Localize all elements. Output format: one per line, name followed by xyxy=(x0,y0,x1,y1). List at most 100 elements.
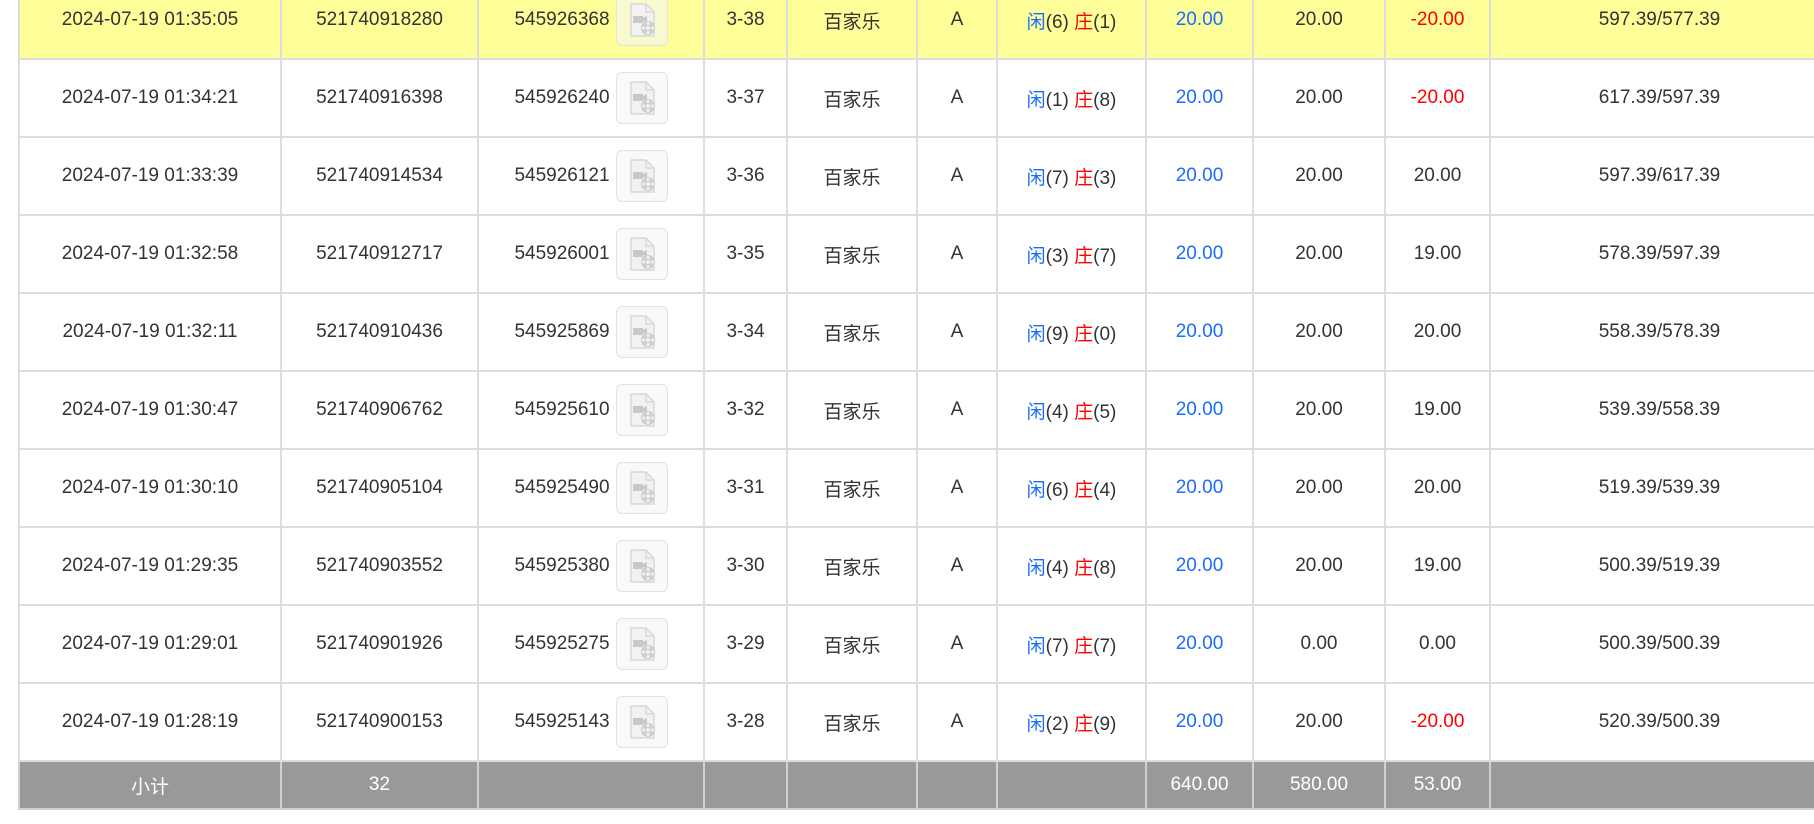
balance-change: 500.39/519.39 xyxy=(1489,526,1814,606)
win-loss: 19.00 xyxy=(1384,526,1491,606)
player-label: 闲 xyxy=(1026,557,1046,579)
seat: A xyxy=(916,136,998,216)
game-name: 百家乐 xyxy=(786,136,918,216)
banker-score: (8) xyxy=(1093,557,1117,579)
table-row: 2024-07-19 01:33:39 521740914534 545926121… xyxy=(18,136,1814,216)
seat: A xyxy=(916,682,998,762)
game-name: 百家乐 xyxy=(786,292,918,372)
banker-score: (4) xyxy=(1093,479,1117,501)
bet-amount: 20.00 xyxy=(1145,0,1254,60)
player-label: 闲 xyxy=(1026,11,1046,33)
valid-bet: 20.00 xyxy=(1252,682,1386,762)
video-replay-icon[interactable] xyxy=(615,540,668,592)
order-id: 521740912717 xyxy=(280,214,479,294)
video-replay-icon[interactable] xyxy=(615,384,668,436)
order-id: 521740906762 xyxy=(280,370,479,450)
seat: A xyxy=(916,0,998,60)
table-row: 2024-07-19 01:29:35 521740903552 545925380… xyxy=(18,526,1814,606)
video-replay-icon[interactable] xyxy=(615,696,668,748)
player-score: (7) xyxy=(1045,167,1069,189)
player-label: 闲 xyxy=(1026,323,1046,345)
video-replay-icon[interactable] xyxy=(615,462,668,514)
round-cell: 545925610 xyxy=(477,370,705,450)
result: 闲(6) 庄(4) xyxy=(996,448,1147,528)
result: 闲(6) 庄(1) xyxy=(996,0,1147,60)
banker-label: 庄 xyxy=(1074,167,1094,189)
table-row: 2024-07-19 01:35:05 521740918280 545926368… xyxy=(18,0,1814,60)
bet-records-table: 2024-07-19 01:35:05 521740918280 545926368… xyxy=(18,0,1814,810)
player-score: (9) xyxy=(1045,323,1069,345)
result: 闲(1) 庄(8) xyxy=(996,58,1147,138)
table-row: 2024-07-19 01:30:47 521740906762 545925610… xyxy=(18,370,1814,450)
round-id: 545926001 xyxy=(514,243,610,264)
round-cell: 545926121 xyxy=(477,136,705,216)
banker-score: (9) xyxy=(1093,713,1117,735)
game-name: 百家乐 xyxy=(786,682,918,762)
video-replay-icon[interactable] xyxy=(615,618,668,670)
round-cell: 545926001 xyxy=(477,214,705,294)
banker-label: 庄 xyxy=(1074,635,1094,657)
subtotal-label: 小计 xyxy=(18,760,282,810)
video-replay-icon[interactable] xyxy=(615,228,668,280)
win-loss: 0.00 xyxy=(1384,604,1491,684)
balance-change: 558.39/578.39 xyxy=(1489,292,1814,372)
banker-label: 庄 xyxy=(1074,713,1094,735)
banker-label: 庄 xyxy=(1074,11,1094,33)
subtotal-row: 小计 32 640.00 580.00 53.00 xyxy=(18,760,1814,810)
subtotal-win: 53.00 xyxy=(1384,760,1491,810)
player-label: 闲 xyxy=(1026,167,1046,189)
player-label: 闲 xyxy=(1026,713,1046,735)
game-name: 百家乐 xyxy=(786,0,918,60)
order-id: 521740918280 xyxy=(280,0,479,60)
bet-amount: 20.00 xyxy=(1145,58,1254,138)
round-id: 545926368 xyxy=(514,9,610,30)
video-replay-icon[interactable] xyxy=(615,150,668,202)
win-loss: -20.00 xyxy=(1384,58,1491,138)
table-number: 3-37 xyxy=(703,58,788,138)
result: 闲(2) 庄(9) xyxy=(996,682,1147,762)
player-score: (4) xyxy=(1045,401,1069,423)
player-label: 闲 xyxy=(1026,89,1046,111)
result: 闲(4) 庄(5) xyxy=(996,370,1147,450)
game-name: 百家乐 xyxy=(786,448,918,528)
player-score: (7) xyxy=(1045,635,1069,657)
game-name: 百家乐 xyxy=(786,370,918,450)
win-loss: 20.00 xyxy=(1384,292,1491,372)
table-row: 2024-07-19 01:28:19 521740900153 545925143… xyxy=(18,682,1814,762)
banker-score: (7) xyxy=(1093,245,1117,267)
balance-change: 519.39/539.39 xyxy=(1489,448,1814,528)
table-number: 3-35 xyxy=(703,214,788,294)
banker-score: (5) xyxy=(1093,401,1117,423)
win-loss: 19.00 xyxy=(1384,214,1491,294)
subtotal-valid: 580.00 xyxy=(1252,760,1386,810)
round-cell: 545925275 xyxy=(477,604,705,684)
bet-amount: 20.00 xyxy=(1145,370,1254,450)
banker-label: 庄 xyxy=(1074,245,1094,267)
order-id: 521740900153 xyxy=(280,682,479,762)
table-number: 3-38 xyxy=(703,0,788,60)
round-id: 545926121 xyxy=(514,165,610,186)
video-replay-icon[interactable] xyxy=(615,306,668,358)
bet-time: 2024-07-19 01:35:05 xyxy=(18,0,282,60)
table-row: 2024-07-19 01:34:21 521740916398 545926240… xyxy=(18,58,1814,138)
video-replay-icon[interactable] xyxy=(615,0,668,46)
banker-score: (8) xyxy=(1093,89,1117,111)
round-id: 545925380 xyxy=(514,555,610,576)
valid-bet: 20.00 xyxy=(1252,136,1386,216)
subtotal-count: 32 xyxy=(280,760,479,810)
video-replay-icon[interactable] xyxy=(615,72,668,124)
bet-amount: 20.00 xyxy=(1145,292,1254,372)
banker-label: 庄 xyxy=(1074,89,1094,111)
valid-bet: 20.00 xyxy=(1252,448,1386,528)
player-score: (3) xyxy=(1045,245,1069,267)
win-loss: -20.00 xyxy=(1384,682,1491,762)
round-id: 545925275 xyxy=(514,633,610,654)
player-label: 闲 xyxy=(1026,401,1046,423)
order-id: 521740910436 xyxy=(280,292,479,372)
seat: A xyxy=(916,214,998,294)
round-id: 545925143 xyxy=(514,711,610,732)
table-number: 3-36 xyxy=(703,136,788,216)
round-cell: 545926368 xyxy=(477,0,705,60)
bet-amount: 20.00 xyxy=(1145,604,1254,684)
order-id: 521740914534 xyxy=(280,136,479,216)
